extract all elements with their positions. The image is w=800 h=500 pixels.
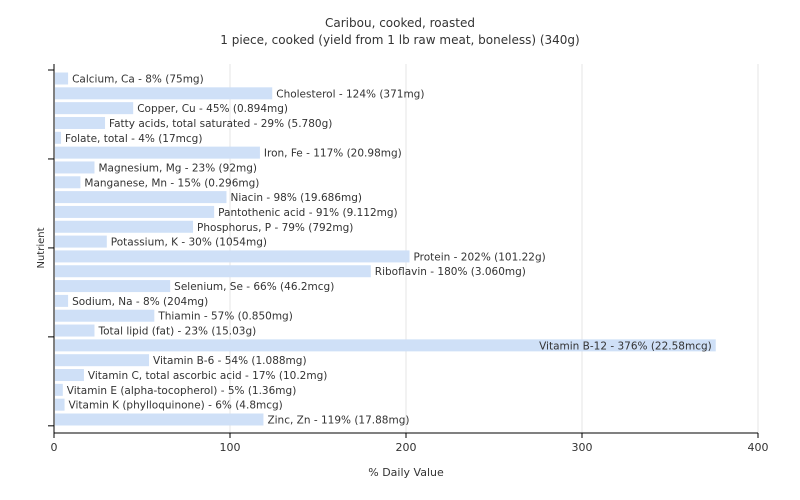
bar-label: Folate, total - 4% (17mcg) xyxy=(65,133,202,145)
bar xyxy=(55,398,65,411)
bar xyxy=(55,265,371,278)
bar xyxy=(55,235,107,248)
bar xyxy=(55,354,150,367)
bar-label: Vitamin K (phylloquinone) - 6% (4.8mcg) xyxy=(69,400,283,412)
chart-title: Caribou, cooked, roasted xyxy=(325,16,475,30)
bar xyxy=(55,339,716,352)
bar-label: Thiamin - 57% (0.850mg) xyxy=(157,311,293,323)
bar-label: Niacin - 98% (19.686mg) xyxy=(230,192,362,204)
bar xyxy=(55,369,84,382)
bar xyxy=(55,146,260,159)
bar-label: Potassium, K - 30% (1054mg) xyxy=(111,237,267,249)
x-tick-label: 200 xyxy=(396,441,417,454)
bars-group: Calcium, Ca - 8% (75mg) Cholesterol - 124… xyxy=(55,72,716,427)
bar-label: Zinc, Zn - 119% (17.88mg) xyxy=(267,415,409,427)
y-axis-label: Nutrient xyxy=(36,227,47,268)
bar xyxy=(55,87,273,100)
bar-label: Copper, Cu - 45% (0.894mg) xyxy=(137,103,288,115)
grid-lines xyxy=(229,64,759,433)
bar xyxy=(55,161,95,174)
chart-subtitle: 1 piece, cooked (yield from 1 lb raw mea… xyxy=(220,33,579,47)
bar xyxy=(55,176,81,189)
bar-label: Vitamin B-6 - 54% (1.088mg) xyxy=(153,355,307,367)
bar-label: Calcium, Ca - 8% (75mg) xyxy=(72,74,204,86)
x-ticks-group: 0 100 200 300 400 xyxy=(51,433,769,454)
bar xyxy=(55,191,227,204)
bar-label: Fatty acids, total saturated - 29% (5.78… xyxy=(109,118,332,130)
bar-label: Vitamin E (alpha-tocopherol) - 5% (1.36m… xyxy=(67,385,296,397)
x-axis-label: % Daily Value xyxy=(368,466,444,479)
bar-label: Sodium, Na - 8% (204mg) xyxy=(72,296,208,308)
bar xyxy=(55,131,62,144)
bar xyxy=(55,72,69,85)
x-tick-label: 0 xyxy=(51,441,58,454)
bar-label: Protein - 202% (101.22g) xyxy=(414,251,546,263)
bar xyxy=(55,383,63,396)
x-tick-label: 400 xyxy=(748,441,769,454)
bar-label: Cholesterol - 124% (371mg) xyxy=(276,88,424,100)
bar-label: Vitamin B-12 - 376% (22.58mcg) xyxy=(539,340,712,352)
bar xyxy=(55,250,410,263)
bar-label: Iron, Fe - 117% (20.98mg) xyxy=(264,148,402,160)
bar-label: Vitamin C, total ascorbic acid - 17% (10… xyxy=(88,370,327,382)
bar xyxy=(55,413,264,426)
bar xyxy=(55,294,69,307)
bar xyxy=(55,220,194,233)
bar-label: Pantothenic acid - 91% (9.112mg) xyxy=(218,207,397,219)
bar xyxy=(55,102,134,115)
x-tick-label: 100 xyxy=(220,441,241,454)
bar-label: Phosphorus, P - 79% (792mg) xyxy=(197,222,353,234)
bar xyxy=(55,280,171,293)
bar xyxy=(55,116,106,129)
bar-label: Magnesium, Mg - 23% (92mg) xyxy=(98,162,257,174)
bar xyxy=(55,309,155,322)
bar-label: Manganese, Mn - 15% (0.296mg) xyxy=(84,177,259,189)
bar-label: Riboflavin - 180% (3.060mg) xyxy=(375,266,526,278)
x-tick-label: 300 xyxy=(572,441,593,454)
bar xyxy=(55,324,95,337)
bar-label: Total lipid (fat) - 23% (15.03g) xyxy=(97,326,256,338)
bar xyxy=(55,205,215,218)
bar-label: Selenium, Se - 66% (46.2mcg) xyxy=(174,281,334,293)
